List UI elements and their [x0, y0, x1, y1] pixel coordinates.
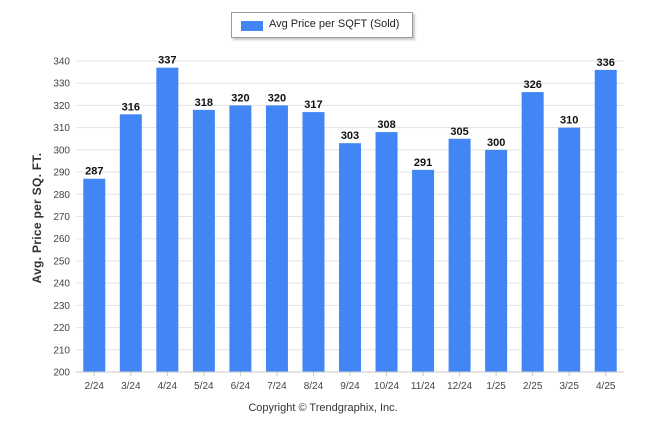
- x-tick-label: 3/24: [121, 381, 141, 392]
- data-label: 303: [341, 130, 359, 142]
- bar-2/24: [83, 178, 106, 372]
- y-tick-label: 310: [53, 123, 70, 134]
- y-tick-label: 250: [53, 256, 70, 267]
- x-tick-label: 5/24: [194, 381, 214, 392]
- copyright-text: Copyright © Trendgraphix, Inc.: [248, 402, 398, 414]
- data-label: 291: [414, 157, 432, 169]
- bar-12/24: [448, 138, 471, 372]
- data-label: 287: [85, 166, 103, 178]
- y-tick-label: 260: [53, 234, 70, 245]
- legend-swatch: [241, 21, 263, 31]
- data-label: 320: [268, 92, 286, 104]
- bar-6/24: [229, 105, 252, 372]
- data-label: 305: [450, 126, 468, 138]
- y-tick-label: 330: [53, 79, 70, 90]
- x-tick-label: 8/24: [304, 381, 324, 392]
- y-tick-label: 340: [53, 57, 70, 68]
- bar-5/24: [192, 109, 215, 372]
- x-tick-label: 9/24: [340, 381, 360, 392]
- y-tick-label: 240: [53, 279, 70, 290]
- x-tick-label: 11/24: [411, 381, 436, 392]
- y-tick-label: 230: [53, 301, 70, 312]
- y-tick-label: 290: [53, 168, 70, 179]
- data-label: 337: [158, 55, 176, 67]
- bar-3/25: [558, 127, 581, 373]
- y-tick-label: 200: [53, 368, 70, 379]
- x-tick-label: 2/24: [85, 381, 105, 392]
- y-tick-label: 280: [53, 190, 70, 201]
- data-label: 300: [487, 137, 505, 149]
- legend-label: Avg Price per SQFT (Sold): [269, 18, 400, 30]
- x-tick-label: 4/24: [158, 381, 178, 392]
- bar-1/25: [485, 149, 508, 372]
- bar-3/24: [119, 114, 142, 373]
- bar-9/24: [339, 143, 361, 372]
- x-tick-label: 3/25: [559, 381, 579, 392]
- data-label: 318: [195, 97, 213, 109]
- data-label: 320: [231, 92, 249, 104]
- bar-11/24: [412, 169, 435, 372]
- data-label: 310: [560, 115, 578, 127]
- data-label: 316: [122, 101, 140, 113]
- y-tick-label: 320: [53, 101, 70, 112]
- y-tick-label: 210: [53, 345, 70, 356]
- y-tick-label: 220: [53, 323, 70, 334]
- bar-10/24: [375, 132, 398, 372]
- x-tick-label: 7/24: [267, 381, 287, 392]
- data-label: 308: [377, 119, 395, 131]
- x-tick-label: 12/24: [447, 381, 472, 392]
- x-tick-label: 10/24: [374, 381, 399, 392]
- data-label: 326: [523, 79, 541, 91]
- x-tick-label: 4/25: [596, 381, 616, 392]
- y-tick-label: 270: [53, 212, 70, 223]
- x-tick-label: 1/25: [486, 381, 506, 392]
- y-tick-label: 300: [53, 145, 70, 156]
- data-label: 317: [304, 99, 322, 111]
- bar-4/24: [156, 67, 179, 373]
- bar-4/25: [594, 69, 617, 372]
- data-label: 336: [597, 57, 615, 69]
- x-tick-label: 2/25: [523, 381, 543, 392]
- bar-2/25: [521, 92, 544, 372]
- bar-7/24: [265, 105, 288, 372]
- bar-8/24: [302, 112, 325, 372]
- x-tick-label: 6/24: [231, 381, 251, 392]
- legend: Avg Price per SQFT (Sold): [231, 12, 413, 38]
